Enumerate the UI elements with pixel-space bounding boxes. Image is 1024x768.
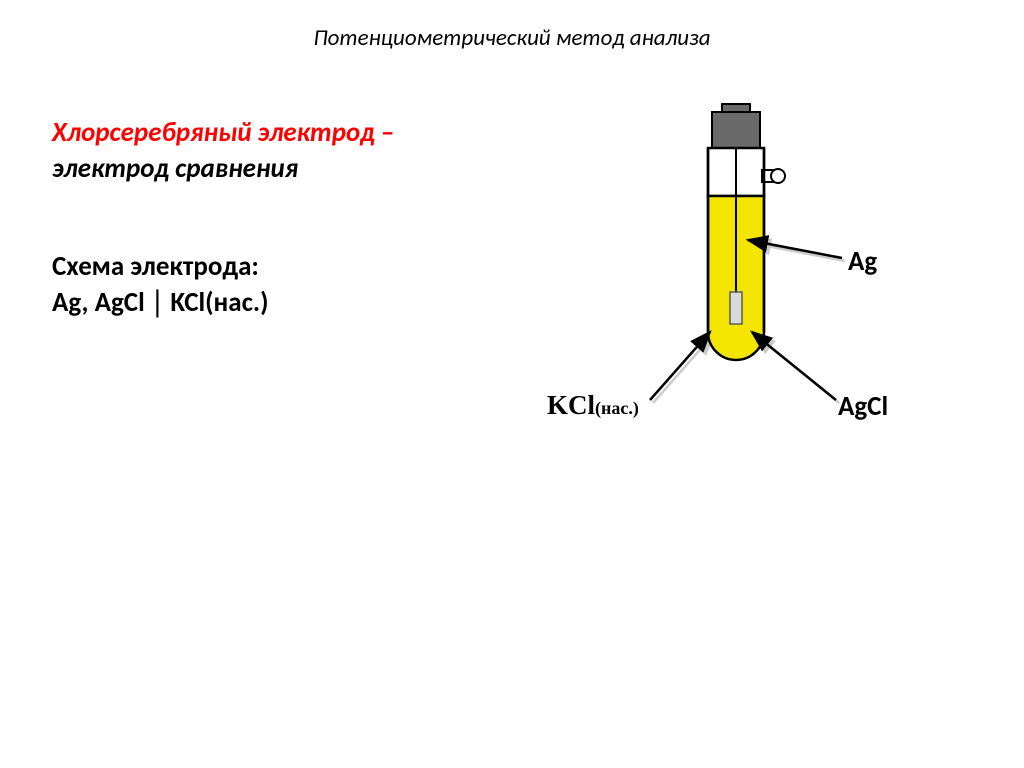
heading-red: Хлорсеребряный электрод – (52, 116, 394, 149)
scheme-formula: Ag, AgCl │ KCl(нас.) (52, 286, 269, 319)
side-port (771, 169, 785, 183)
page-title: Потенциометрический метод анализа (0, 24, 1024, 52)
label-kcl-sub: (нас.) (595, 398, 639, 418)
heading-black: электрод сравнения (52, 152, 298, 185)
electrode-diagram: Ag AgCl KCl(нас.) (530, 100, 1000, 470)
kcl-arrow (650, 332, 710, 400)
slide-page: Потенциометрический метод анализа Хлорсе… (0, 0, 1024, 768)
electrode-heading: Хлорсеребряный электрод – электрод сравн… (52, 115, 512, 188)
label-kcl: KCl(нас.) (547, 390, 639, 421)
label-agcl: AgCl (838, 390, 888, 423)
scheme-title: Схема электрода: (52, 250, 259, 283)
cap (712, 112, 760, 148)
label-kcl-main: KCl (547, 390, 595, 420)
label-ag: Ag (848, 245, 877, 278)
agcl-arrow (752, 332, 836, 400)
agcl-coating (730, 292, 742, 324)
